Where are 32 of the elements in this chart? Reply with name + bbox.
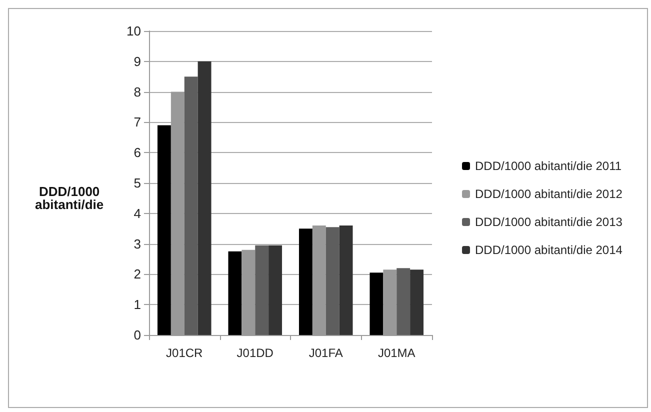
y-tick-label: 3 xyxy=(134,236,141,252)
bar xyxy=(157,125,171,335)
y-tick-label: 6 xyxy=(134,145,141,160)
bar xyxy=(228,251,242,335)
bar xyxy=(268,245,282,335)
bar xyxy=(184,76,198,335)
bar xyxy=(370,272,384,335)
y-tick-label: 8 xyxy=(134,84,141,100)
legend-label: DDD/1000 abitanti/die 2012 xyxy=(475,187,623,201)
y-tick-label: 10 xyxy=(126,24,141,38)
y-tick-label: 9 xyxy=(134,54,141,69)
bar xyxy=(255,245,269,335)
x-tick-label: J01MA xyxy=(378,346,416,360)
y-tick-label: 5 xyxy=(134,176,141,190)
legend-label: DDD/1000 abitanti/die 2014 xyxy=(475,243,623,257)
legend-label: DDD/1000 abitanti/die 2011 xyxy=(475,159,622,173)
bar xyxy=(396,268,410,335)
y-tick-label: 1 xyxy=(134,297,141,312)
y-tick-label: 4 xyxy=(134,206,141,221)
bar xyxy=(410,270,424,335)
x-tick-label: J01CR xyxy=(166,346,204,360)
bar xyxy=(326,227,340,335)
bar xyxy=(198,61,212,335)
y-tick-label: 7 xyxy=(134,114,141,130)
bar xyxy=(298,228,312,335)
x-tick-label: J01DD xyxy=(236,346,274,360)
y-tick-label: 2 xyxy=(134,266,141,282)
x-tick-label: J01FA xyxy=(308,346,343,360)
legend-label: DDD/1000 abitanti/die 2013 xyxy=(475,215,623,229)
y-tick-label: 0 xyxy=(134,328,141,342)
y-axis-title: DDD/1000 abitanti/die xyxy=(34,184,104,212)
bar xyxy=(339,226,353,335)
